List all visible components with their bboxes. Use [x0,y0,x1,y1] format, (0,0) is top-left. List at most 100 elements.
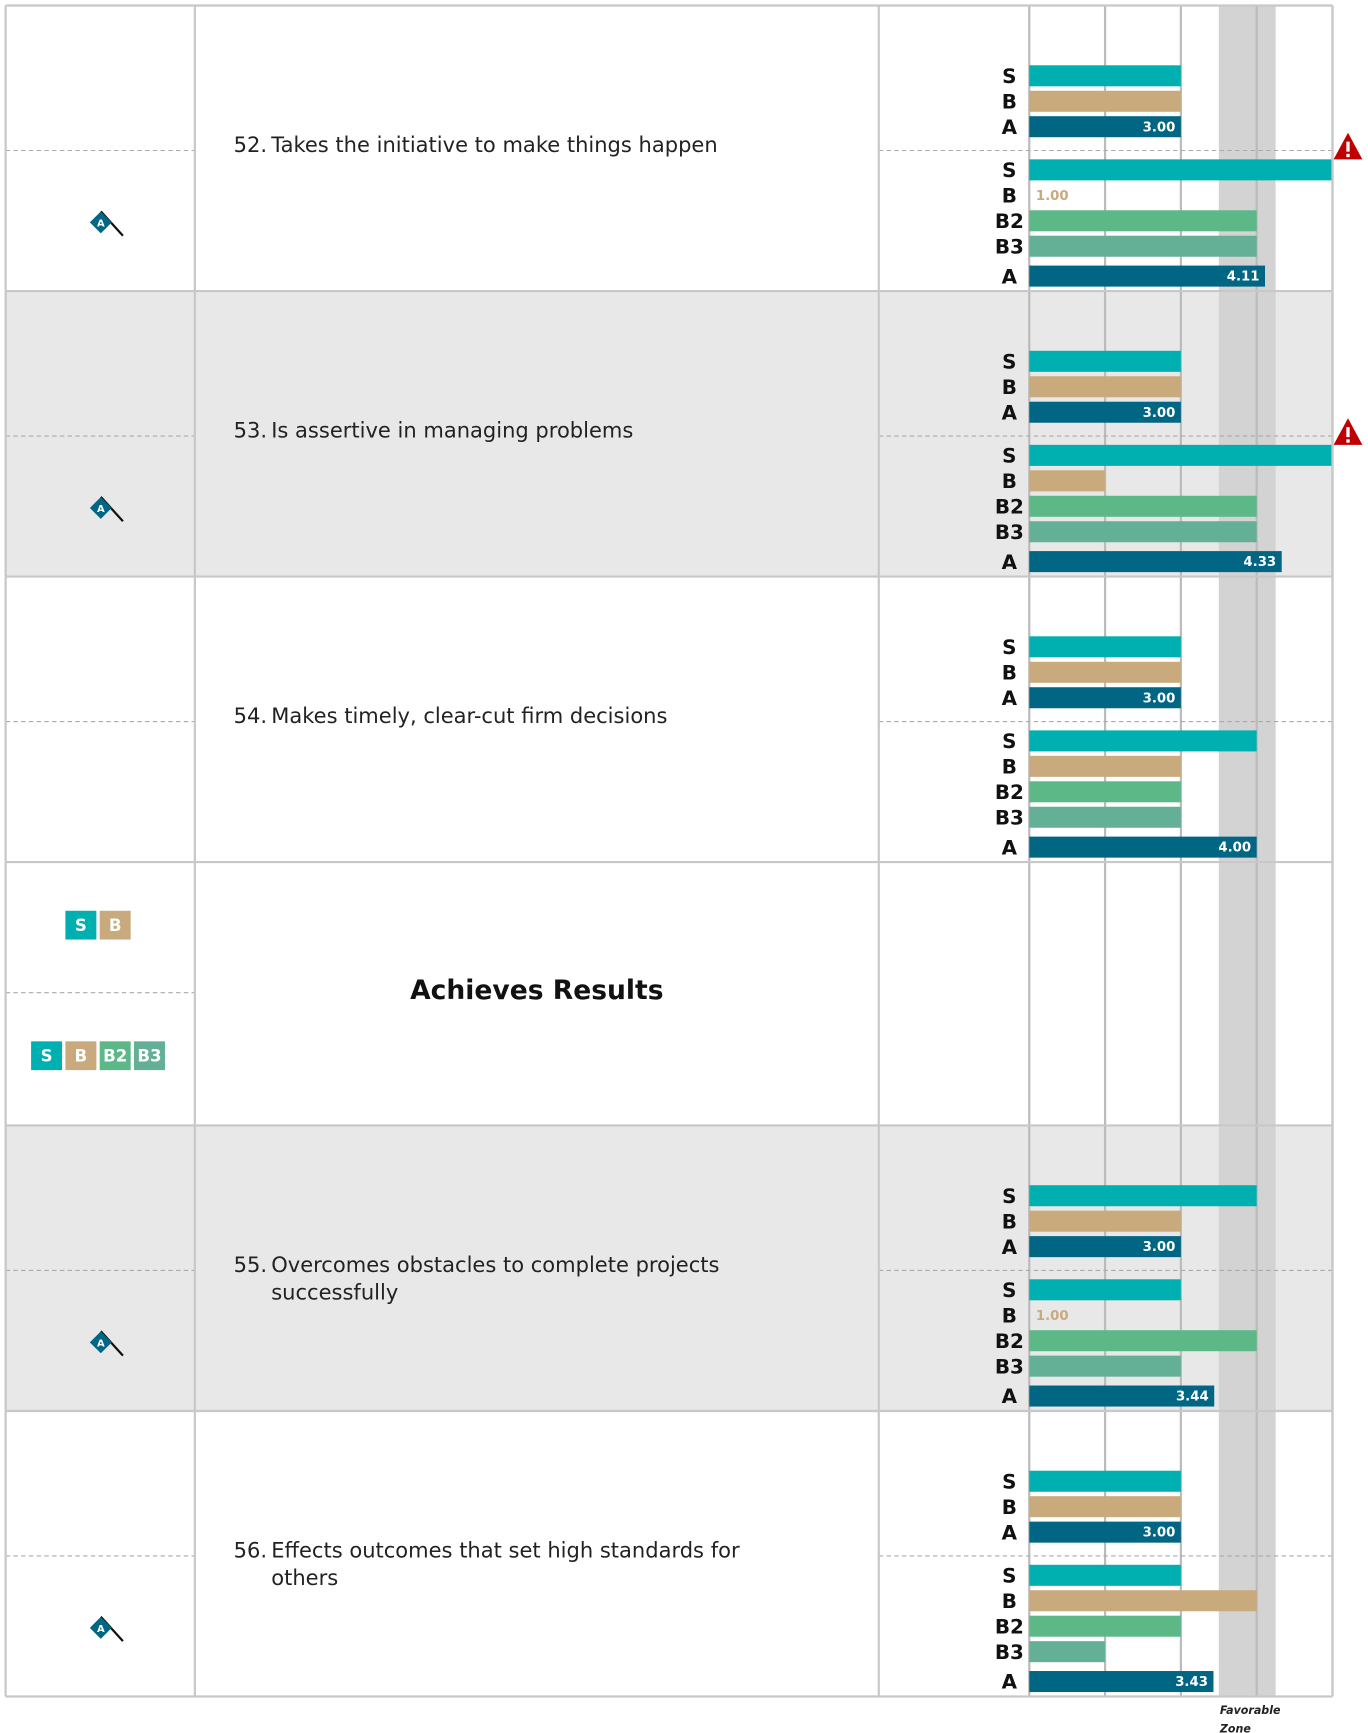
bar-label: B3 [995,235,1024,258]
bar-label: S [1002,636,1016,659]
bar [1029,1210,1181,1232]
bar [1029,781,1181,803]
legend-label: S [75,916,87,935]
bar [1029,470,1106,492]
item-number: 56. [234,1538,267,1563]
flag [89,211,112,234]
row-bg [5,862,1333,1126]
section-title: Achieves Results [410,975,663,1006]
flag-label: A [97,219,105,230]
bar [1029,495,1257,517]
bar [1029,1355,1181,1377]
bar-label: B [1002,90,1017,113]
bar-label: A [1002,1671,1018,1694]
bar [1029,1330,1257,1352]
bar-label: B2 [995,1330,1024,1353]
bar [1029,210,1257,232]
bar [1029,376,1181,398]
bar [1029,1496,1181,1518]
bar [1029,1385,1215,1407]
warning-mark [1346,153,1350,158]
bar [1029,1279,1181,1301]
bar-label: B [1002,1210,1017,1233]
bar-label: A [1002,687,1018,710]
legend-label: B3 [137,1046,161,1065]
bar [1029,65,1181,87]
bar [1029,1185,1257,1207]
item-text: successfully [271,1280,398,1305]
value-label: 3.44 [1176,1390,1209,1405]
bar-label: S [1002,445,1016,468]
bar [1029,116,1181,138]
bar [1029,1470,1181,1492]
bar-label: A [1002,401,1018,424]
item-text: Overcomes obstacles to complete projects [271,1252,719,1277]
bar [1029,730,1257,752]
bar-label: B3 [995,806,1024,829]
bar-label: B [1002,184,1017,207]
item-text: Is assertive in managing problems [271,418,633,443]
item-number: 53. [234,418,267,443]
legend-chip [99,1041,131,1071]
bar [1029,1671,1214,1693]
flag-label: A [97,1338,105,1349]
bar-label: B2 [995,781,1024,804]
item-text: others [271,1565,338,1590]
legend-chip [65,910,97,940]
legend-chip [65,1041,97,1071]
legend-chip [99,910,131,940]
bar [1029,1236,1181,1258]
bar-label: B3 [995,521,1024,544]
item-text: Takes the initiative to make things happ… [270,132,717,157]
bar-label: A [1002,1236,1018,1259]
legend-chip [31,1041,63,1071]
bar-label: B2 [995,495,1024,518]
flag-label: A [97,1624,105,1635]
bar-label: B [1002,376,1017,399]
favorable-zone-label: Favorable [1220,1704,1281,1717]
warning-mark [1346,141,1350,152]
legend-label: B [109,916,122,935]
flag-label: A [97,504,105,515]
item-number: 54. [234,703,267,728]
bar [1029,401,1181,423]
value-label: 1.00 [1036,189,1069,204]
value-label: 4.11 [1227,270,1260,285]
bar-label: B2 [995,210,1024,233]
legend-label: S [41,1046,53,1065]
bar [1029,755,1181,777]
bar-label: A [1002,836,1018,859]
bar-label: S [1002,1279,1016,1302]
bar-label: A [1002,551,1018,574]
bar [1029,1615,1181,1637]
legend-chip [133,1041,165,1071]
item-number: 52. [234,132,267,157]
bar [1029,806,1181,828]
value-label: 4.00 [1218,841,1251,856]
bar-label: S [1002,159,1016,182]
bar-label: B2 [995,1615,1024,1638]
bar-label: S [1002,730,1016,753]
bar-label: S [1002,350,1016,373]
bar-label: A [1002,265,1018,288]
bar-label: A [1002,1521,1018,1544]
value-label: 3.00 [1143,406,1176,421]
bar-label: B [1002,756,1017,779]
bar [1029,265,1266,287]
bar [1029,551,1282,573]
item-text: Effects outcomes that set high standards… [271,1538,740,1563]
bar [1029,350,1181,372]
warning-mark [1346,439,1350,443]
bar-label: B [1002,1304,1017,1327]
item-number: 55. [234,1252,267,1277]
bar-label: S [1002,1470,1016,1493]
bar [1029,444,1333,466]
bar-label: B3 [995,1355,1024,1378]
bar [1029,687,1181,709]
bar [1029,661,1181,683]
value-label: 1.00 [1036,1309,1069,1324]
item-text: Makes timely, clear-cut firm decisions [271,703,667,728]
bar [1029,1521,1181,1543]
bar [1029,521,1257,543]
